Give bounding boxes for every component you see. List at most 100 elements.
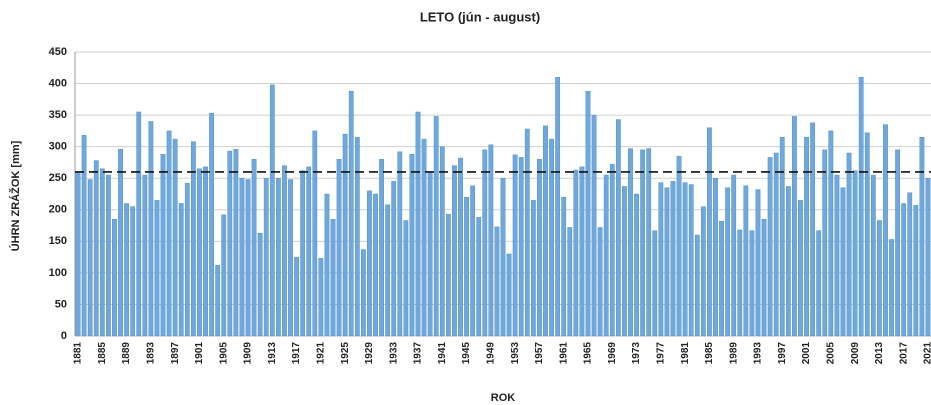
x-tick-label: 1909 [243, 342, 254, 365]
bar [840, 187, 846, 337]
bar [579, 166, 585, 337]
bar [761, 219, 767, 337]
y-tick-label: 100 [49, 267, 67, 279]
bar [907, 192, 913, 337]
bar [822, 149, 828, 337]
bar [512, 154, 518, 337]
bar [87, 179, 93, 337]
bar [409, 154, 415, 337]
bar [524, 128, 530, 337]
bar [488, 144, 494, 337]
bar [877, 220, 882, 337]
bar [658, 182, 664, 337]
bar [203, 166, 208, 337]
bar [707, 127, 712, 337]
x-tick-label: 2017 [898, 342, 909, 365]
bar [379, 159, 384, 337]
bar [664, 187, 670, 337]
x-tick-label: 1949 [485, 342, 496, 365]
bar [889, 239, 894, 337]
bar [306, 166, 312, 337]
x-tick-label: 2001 [801, 342, 812, 365]
bar [482, 149, 488, 337]
x-tick-label: 1905 [218, 342, 229, 365]
x-tick-label: 1961 [558, 342, 569, 365]
bar [257, 232, 263, 337]
bar [385, 204, 391, 337]
bar [555, 77, 561, 337]
bar [282, 165, 287, 337]
bar [597, 227, 603, 337]
bar [634, 193, 639, 337]
x-tick-label: 1937 [413, 342, 424, 365]
x-tick-label: 1881 [73, 342, 84, 365]
bar [798, 200, 803, 337]
bar [470, 185, 476, 337]
y-axis-label: ÚHRN ZRÁŽOK [mm] [9, 140, 22, 251]
bar [688, 184, 694, 337]
bar [925, 178, 931, 337]
bar [184, 183, 190, 337]
bar [919, 136, 925, 337]
bar [682, 182, 688, 337]
bar [622, 186, 627, 337]
bar [136, 111, 142, 337]
bar [251, 159, 257, 337]
x-tick-label: 1989 [728, 342, 739, 365]
bar [537, 159, 542, 337]
bar [81, 135, 87, 337]
bar [439, 146, 445, 337]
bar [166, 130, 172, 337]
y-tick-label: 250 [49, 172, 67, 184]
x-tick-label: 1921 [316, 342, 327, 365]
bar [197, 168, 202, 337]
bar [603, 174, 609, 337]
bar [215, 265, 221, 337]
bar [300, 170, 306, 337]
bar [148, 121, 154, 337]
bar [318, 258, 324, 337]
y-tick-label: 50 [55, 298, 67, 310]
bar [731, 174, 737, 337]
y-tick-label: 150 [49, 235, 67, 247]
x-tick-label: 1993 [753, 342, 764, 365]
bar [445, 213, 451, 337]
bar [585, 90, 591, 337]
x-tick-label: 1965 [583, 342, 594, 365]
bar [883, 124, 888, 337]
bar [348, 90, 354, 337]
bar [591, 114, 597, 337]
x-tick-label: 1957 [534, 342, 545, 365]
bar [913, 205, 919, 337]
bar [397, 151, 403, 337]
bar [367, 190, 372, 337]
bar [792, 116, 797, 337]
bar [615, 119, 621, 337]
bar [421, 138, 427, 337]
bar [895, 149, 900, 337]
x-tick-label: 1913 [267, 342, 278, 365]
bar [342, 133, 348, 337]
bar [227, 150, 233, 337]
bar [93, 160, 99, 337]
bar [221, 214, 227, 337]
bar [834, 174, 840, 337]
x-tick-label: 1981 [680, 342, 691, 365]
x-tick-label: 1933 [388, 342, 399, 365]
bar [749, 230, 755, 337]
bar [106, 174, 111, 337]
y-tick-label: 200 [49, 204, 67, 216]
x-tick-label: 2005 [825, 342, 836, 365]
bar [713, 178, 718, 337]
bar [767, 157, 773, 337]
bar [427, 171, 433, 337]
bar [354, 136, 360, 337]
x-tick-label: 1973 [631, 342, 642, 365]
x-tick-label: 1885 [97, 342, 108, 365]
bar [719, 220, 724, 337]
bar [725, 187, 731, 337]
bar [609, 164, 615, 337]
bar [549, 138, 554, 337]
bar [336, 159, 342, 337]
